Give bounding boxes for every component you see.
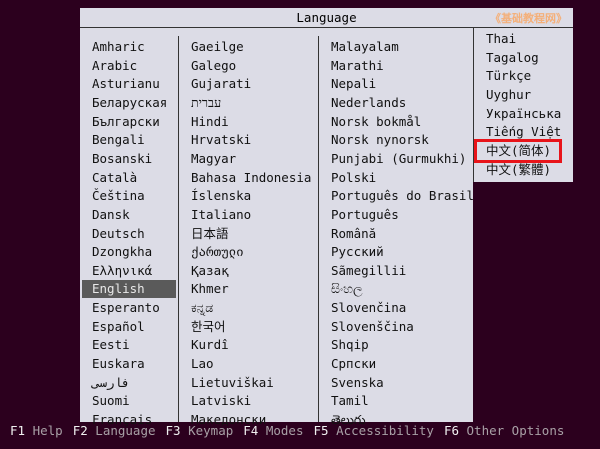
language-option[interactable]: Lao: [191, 356, 214, 372]
language-option[interactable]: Português do Brasil: [331, 188, 474, 204]
language-option[interactable]: Norsk bokmål: [331, 113, 422, 129]
language-option[interactable]: 한국어: [191, 318, 226, 334]
language-option[interactable]: Українська: [486, 105, 562, 121]
language-option[interactable]: ქართული: [191, 244, 244, 260]
function-key-f1[interactable]: F1 Help: [10, 423, 63, 438]
language-column-1: Amharic Arabic Asturianu Беларуская Българск…: [80, 36, 178, 427]
language-option[interactable]: Thai: [486, 31, 517, 46]
language-option[interactable]: Asturianu: [92, 76, 160, 92]
language-option[interactable]: Gujarati: [191, 76, 252, 92]
language-option[interactable]: Қазақ: [191, 262, 229, 278]
function-key-label: F3: [165, 423, 181, 438]
language-option[interactable]: Bahasa Indonesia: [191, 169, 312, 185]
function-key-f4[interactable]: F4 Modes: [243, 423, 303, 438]
language-option[interactable]: Uyghur: [486, 86, 532, 102]
language-option[interactable]: Slovenščina: [331, 318, 414, 334]
function-key-action: Language: [95, 423, 156, 438]
language-column-4: Thai Tagalog Türkçe Uyghur Українська Tiếng V…: [473, 28, 573, 182]
function-key-f3[interactable]: F3 Keymap: [166, 423, 234, 438]
language-option[interactable]: Tagalog: [486, 49, 539, 65]
language-option[interactable]: Lietuviškai: [191, 374, 274, 390]
language-option[interactable]: Español: [92, 318, 145, 334]
language-option[interactable]: Malayalam: [331, 39, 399, 54]
language-option[interactable]: Nepali: [331, 76, 377, 92]
function-key-f2[interactable]: F2 Language: [73, 423, 156, 438]
language-option[interactable]: Italiano: [191, 206, 252, 222]
language-option[interactable]: فارسی: [92, 374, 130, 390]
language-option[interactable]: Dzongkha: [92, 244, 153, 260]
language-option[interactable]: 日本語: [191, 225, 229, 241]
language-option[interactable]: Suomi: [92, 393, 130, 409]
language-column-2: Gaeilge Galego Gujarati עברית Hindi Hrvatski M…: [178, 36, 319, 427]
language-option[interactable]: తెలుగు: [331, 412, 366, 427]
language-option[interactable]: Tiếng Việt: [486, 124, 562, 140]
language-option[interactable]: Deutsch: [92, 225, 145, 241]
language-option[interactable]: Kurdî: [191, 337, 229, 353]
language-option[interactable]: Marathi: [331, 57, 384, 73]
function-key-bar: F1 Help F2 Language F3 Keymap F4 Modes F5 Ac…: [10, 423, 574, 438]
language-option[interactable]: Беларуская: [92, 94, 168, 110]
language-option[interactable]: Gaeilge: [191, 39, 244, 54]
language-option[interactable]: Français: [92, 412, 153, 427]
language-option[interactable]: Galego: [191, 57, 237, 73]
language-option[interactable]: Arabic: [92, 57, 138, 73]
language-option[interactable]: Bosanski: [92, 150, 153, 166]
language-option[interactable]: Svenska: [331, 374, 384, 390]
language-option[interactable]: Latviski: [191, 393, 252, 409]
language-option[interactable]: עברית: [191, 94, 222, 110]
language-option[interactable]: Македонски: [191, 412, 267, 427]
language-option[interactable]: ಕನ್ನಡ: [191, 300, 214, 316]
dialog-title: Language: [296, 10, 357, 25]
language-option[interactable]: Magyar: [191, 150, 237, 166]
language-option[interactable]: Euskara: [92, 356, 145, 372]
language-option[interactable]: Tamil: [331, 393, 369, 409]
language-option[interactable]: Čeština: [92, 188, 145, 204]
function-key-action: Help: [32, 423, 63, 438]
language-option[interactable]: Русский: [331, 244, 384, 260]
language-option[interactable]: Sãmegillii: [331, 262, 407, 278]
language-option[interactable]: සිංහල: [331, 281, 363, 297]
language-option[interactable]: 中文(简体): [473, 138, 563, 163]
function-key-f6[interactable]: F6 Other Options: [444, 423, 564, 438]
function-key-label: F2: [72, 423, 88, 438]
language-option[interactable]: Polski: [331, 169, 377, 185]
language-option[interactable]: Slovenčina: [331, 300, 407, 316]
function-key-label: F4: [243, 423, 259, 438]
language-option[interactable]: Nederlands: [331, 94, 407, 110]
language-option[interactable]: Türkçe: [486, 68, 532, 84]
language-option[interactable]: Norsk nynorsk: [331, 132, 429, 148]
function-key-action: Keymap: [188, 423, 234, 438]
function-key-f5[interactable]: F5 Accessibility: [314, 423, 434, 438]
language-option[interactable]: Amharic: [92, 39, 145, 54]
language-option[interactable]: English: [82, 280, 176, 299]
function-key-label: F6: [443, 423, 459, 438]
language-list-panel: Amharic Arabic Asturianu Беларуская Българск…: [80, 8, 474, 427]
function-key-label: F1: [10, 423, 26, 438]
function-key-action: Modes: [265, 423, 304, 438]
language-option[interactable]: Eesti: [92, 337, 130, 353]
language-option[interactable]: Hindi: [191, 113, 229, 129]
language-option[interactable]: Ελληνικά: [92, 262, 153, 278]
function-key-action: Accessibility: [336, 423, 434, 438]
language-option[interactable]: 中文(繁體): [486, 161, 552, 177]
language-option[interactable]: Српски: [331, 356, 377, 372]
language-option[interactable]: Bengali: [92, 132, 145, 148]
language-option[interactable]: Íslenska: [191, 188, 252, 204]
watermark: 《基础教程网》: [490, 12, 567, 25]
language-option[interactable]: Português: [331, 206, 399, 222]
dialog-title-bar: Language 《基础教程网》: [80, 8, 573, 28]
language-option[interactable]: Punjabi (Gurmukhi): [331, 150, 467, 166]
language-option[interactable]: Shqip: [331, 337, 369, 353]
language-option[interactable]: Dansk: [92, 206, 130, 222]
language-option[interactable]: Hrvatski: [191, 132, 252, 148]
language-option[interactable]: Khmer: [191, 281, 229, 297]
language-option[interactable]: Română: [331, 225, 377, 241]
language-option[interactable]: Català: [92, 169, 138, 185]
language-option[interactable]: Български: [92, 113, 160, 129]
function-key-label: F5: [313, 423, 329, 438]
function-key-action: Other Options: [466, 423, 565, 438]
language-column-3: Malayalam Marathi Nepali Nederlands Norsk bo…: [318, 36, 474, 427]
language-option[interactable]: Esperanto: [92, 300, 160, 316]
